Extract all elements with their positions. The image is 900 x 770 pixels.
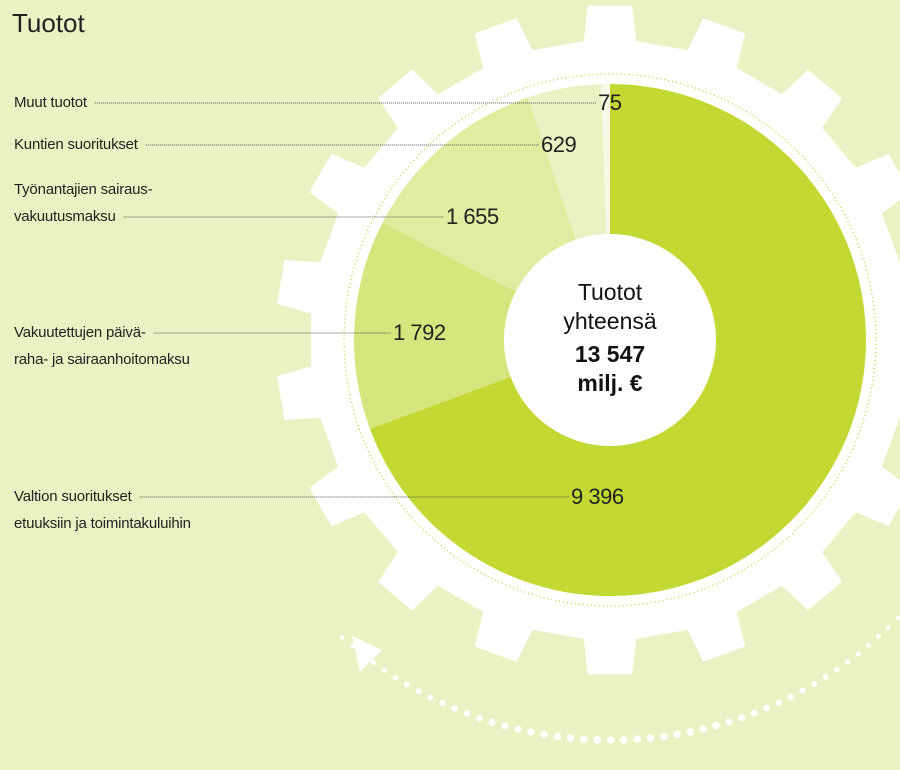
value-label: 75	[598, 90, 622, 115]
arrow-dot	[895, 615, 900, 621]
arrow-dot	[463, 710, 471, 717]
arrow-dot	[451, 705, 458, 712]
arrow-dot	[673, 730, 681, 739]
arrow-dot	[404, 681, 410, 688]
arrow-dot	[725, 718, 733, 726]
arrow-dot	[865, 642, 872, 648]
chart-title: Tuotot	[12, 8, 85, 38]
arrow-dot	[527, 728, 535, 736]
dotted-ring	[343, 73, 877, 607]
donut-hole	[504, 234, 716, 446]
arrow-dot	[370, 660, 376, 666]
category-label: Kuntien suoritukset	[14, 136, 138, 153]
arrow-dot	[566, 734, 575, 742]
value-label: 1 792	[393, 320, 446, 345]
arrow-dot	[660, 732, 668, 741]
arrow-dot	[738, 714, 746, 722]
arrow-dot	[427, 694, 434, 701]
arrow-dot	[763, 704, 770, 712]
arrow-dot	[553, 732, 562, 741]
value-label: 1 655	[446, 204, 499, 229]
arrow-dot	[606, 736, 615, 744]
arrow-dot	[514, 725, 522, 733]
arrow-head	[352, 636, 382, 672]
arrow-dot	[712, 722, 720, 730]
center-label: Tuotot yhteensä	[563, 279, 657, 334]
arrow-dot	[381, 667, 387, 673]
arrow-dot	[340, 635, 345, 640]
arrow-dot	[580, 735, 588, 743]
arrow-dot	[885, 625, 891, 630]
arrow-dot	[501, 722, 509, 730]
pie-slice	[354, 222, 610, 429]
arrow-dot	[686, 728, 694, 736]
arrow-dot	[633, 735, 642, 743]
arrow-dot	[646, 734, 655, 742]
arrow-dot	[855, 651, 861, 657]
arrow-dot	[811, 680, 818, 687]
arrow-dot	[392, 674, 399, 681]
arrow-dot	[593, 736, 602, 744]
value-label: 9 396	[571, 484, 624, 509]
arrow-dot	[799, 687, 806, 694]
category-label: Muut tuotot	[14, 94, 87, 111]
arrow-dot	[540, 730, 548, 739]
value-label: 629	[541, 132, 577, 157]
arrow-dot	[876, 634, 881, 639]
arrow-dot	[699, 725, 707, 733]
category-label: Työnantajien sairaus- vakuutusmaksu	[14, 181, 153, 225]
arrow-dot	[822, 674, 829, 680]
category-label: Valtion suoritukset etuuksiin ja toimint…	[14, 488, 191, 532]
arrow-dot	[833, 666, 840, 673]
center-value: 13 547 milj. €	[574, 341, 646, 396]
arrow-dot	[844, 659, 851, 665]
arrow-dot	[488, 718, 496, 726]
category-label: Vakuutettujen päivä- raha- ja sairaanhoi…	[14, 324, 190, 368]
arrow-dot	[415, 688, 422, 695]
arrow-dot	[620, 735, 628, 744]
arrow-dot	[750, 709, 758, 717]
arrow-dot	[476, 714, 483, 722]
arrow-dot	[350, 643, 355, 649]
arrow-dot	[775, 699, 783, 706]
arrow-dot	[439, 700, 446, 707]
arrow-dot	[787, 693, 794, 701]
